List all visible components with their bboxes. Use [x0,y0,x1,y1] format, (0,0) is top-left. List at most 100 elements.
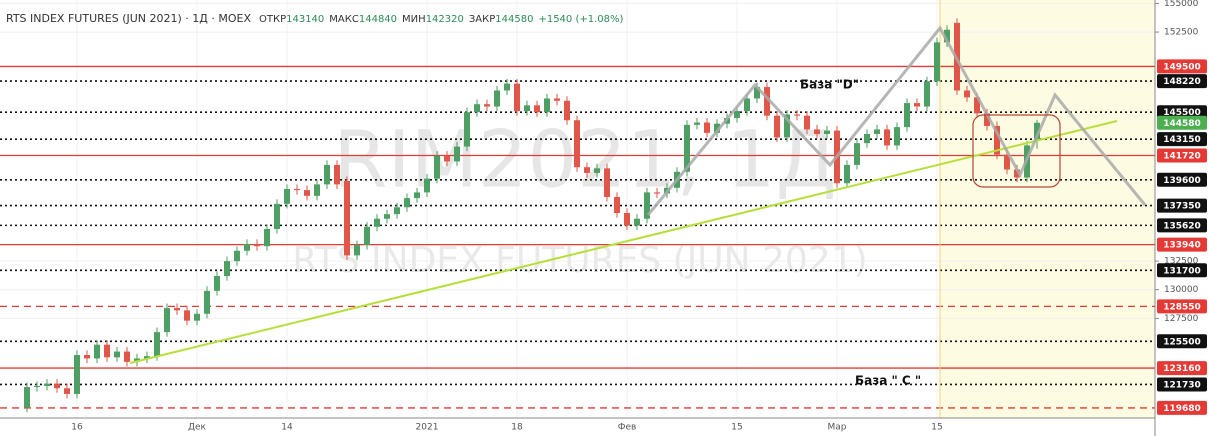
candle-body [274,203,280,230]
candle-body [644,192,650,219]
candle-body [1014,169,1020,178]
level-label: 141720 [1163,152,1201,162]
candle-body [884,129,890,146]
candle-body [744,98,750,112]
ohlc-value: 143140 [286,14,324,25]
candle-body [204,290,210,314]
candle-body [384,214,390,219]
level-label-bg [1157,198,1207,213]
x-tick-label: 15 [931,423,942,433]
candle-body [194,313,200,321]
x-tick-label: Мар [828,423,847,433]
candle-body [624,213,630,226]
candle-body [114,351,120,358]
candle-body [614,196,620,214]
candle-body [974,97,980,114]
level-label-bg [1157,263,1207,278]
levels [0,65,1155,409]
candle-body [514,83,520,112]
candle-body [234,250,240,262]
ohlc-label: МИН [402,14,426,25]
level-label: 149500 [1163,62,1201,72]
candle-body [984,113,990,126]
candle-body [54,383,60,389]
candle-body [604,168,610,197]
candle-body [544,98,550,113]
ohlc-value: 142320 [426,14,464,25]
x-tick-label: Дек [188,423,207,433]
level-label: 125500 [1163,337,1201,347]
candle-body [344,180,350,256]
candle-body [324,164,330,185]
candle-body [254,243,260,247]
candle-body [224,261,230,276]
candle-body [84,355,90,359]
x-tick-label: 14 [281,423,293,433]
level-label: 119680 [1163,404,1201,414]
y-tick-label: 152500 [1164,28,1199,38]
candle-body [474,104,480,113]
candle-body [764,87,770,116]
candle-body [24,387,30,408]
candle-body [134,358,140,362]
candle-body [714,123,720,133]
candle-body [504,83,510,91]
candle-body [584,167,590,173]
level-label: 148220 [1163,77,1201,87]
candle-body [654,192,660,194]
candle-body [334,164,340,185]
candle-body [904,103,910,128]
pattern-box [972,114,1061,188]
candle-body [444,155,450,162]
candle-body [414,192,420,199]
x-tick-label: 15 [731,423,742,433]
level-label-bg [1157,74,1207,89]
candle-body [424,178,430,193]
ohlc-value: 144840 [359,14,397,25]
candle-body [454,146,460,162]
candle-body [574,120,580,168]
last-price-bg [1157,115,1207,130]
candle-body [484,104,490,107]
candle-body [404,198,410,208]
level-label: 128550 [1163,302,1201,312]
candle-body [174,308,180,311]
level-label-bg [1157,132,1207,147]
candle-body [844,164,850,184]
candle-body [704,122,710,133]
candle-body [314,184,320,196]
candle-body [944,29,950,43]
y-tick-label: 127500 [1164,314,1199,324]
annotation: База "D" [800,78,859,92]
candle-body [264,229,270,247]
header-title: RTS INDEX FUTURES (JUN 2021) · 1Д · MOEX… [6,12,624,25]
candle-body [684,124,690,172]
candle-body [774,115,780,138]
candle-body [394,207,400,215]
annotation: База " C " [855,374,921,388]
level-label: 145500 [1163,108,1201,118]
x-tick-label: 2021 [416,423,439,433]
level-label: 143150 [1163,135,1201,145]
candle-body [354,245,360,256]
candle-body [994,125,1000,155]
x-tick-label: Фев [618,423,637,433]
level-label: 133940 [1163,241,1201,251]
candle-body [144,356,150,359]
level-label: 123160 [1163,364,1201,374]
candle-body [814,129,820,134]
candle-body [694,122,700,125]
candle-body [304,190,310,196]
candle-body [794,114,800,116]
ohlc-label: МАКС [329,14,359,25]
level-label: 121730 [1163,380,1201,390]
candle-body [804,115,810,130]
x-tick-label: 16 [71,423,83,433]
y-tick-label: 132500 [1164,257,1199,267]
candle-body [214,275,220,291]
candle-body [534,105,540,113]
level-label-bg [1157,299,1207,314]
candle-body [374,218,380,227]
y-tick-label: 130000 [1164,285,1199,295]
